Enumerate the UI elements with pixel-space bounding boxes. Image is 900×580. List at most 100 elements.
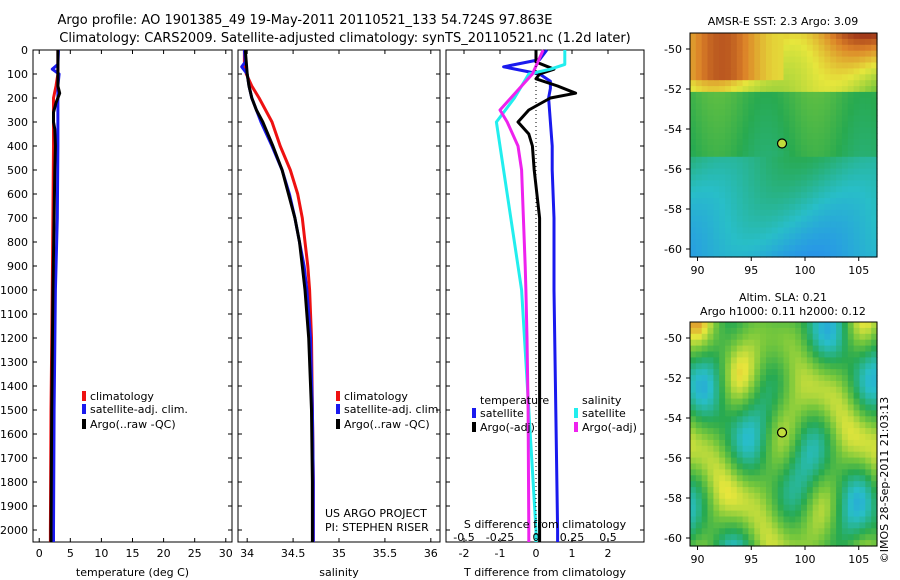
- map-cell: [701, 215, 709, 223]
- map-cell: [748, 168, 755, 176]
- map-cell: [789, 322, 796, 329]
- map-cell: [806, 434, 814, 441]
- map-cell: [713, 103, 720, 111]
- map-cell: [754, 186, 761, 193]
- map-cell: [760, 339, 767, 347]
- map-cell: [713, 428, 720, 435]
- map-cell: [736, 398, 744, 406]
- map-cell: [795, 345, 802, 353]
- map-cell: [801, 233, 808, 240]
- map-cell: [725, 487, 732, 494]
- map-cell: [748, 33, 755, 40]
- map-cell: [871, 121, 878, 128]
- map-cell: [859, 451, 866, 459]
- map-cell: [701, 133, 709, 140]
- map-cell: [730, 127, 738, 134]
- map-cell: [725, 44, 732, 52]
- map-cell: [836, 475, 843, 482]
- map-cell: [701, 363, 709, 370]
- map-cell: [806, 469, 814, 476]
- map-cell: [853, 74, 860, 81]
- map-cell: [865, 150, 872, 158]
- map-cell: [830, 392, 837, 400]
- map-cell: [859, 398, 866, 406]
- map-cell: [707, 516, 714, 523]
- map-cell: [771, 410, 779, 417]
- map-cell: [783, 445, 790, 453]
- map-cell: [701, 180, 709, 187]
- map-cell: [830, 203, 837, 211]
- map-cell: [701, 457, 709, 465]
- map-cell: [824, 44, 831, 52]
- map-cell: [841, 540, 849, 547]
- map-cell: [777, 97, 785, 105]
- map-cell: [766, 62, 773, 69]
- y-tick-label: 1200: [0, 332, 28, 345]
- map-cell: [690, 38, 697, 46]
- map-cell: [777, 209, 785, 217]
- map-cell: [871, 386, 878, 394]
- map-cell: [783, 451, 790, 459]
- x-tick-label: 10: [94, 547, 108, 560]
- map-cell: [736, 469, 744, 476]
- map-cell: [695, 33, 703, 40]
- map-cell: [754, 528, 761, 535]
- map-cell: [789, 233, 796, 240]
- map-cell: [859, 56, 866, 64]
- map-cell: [777, 180, 785, 187]
- map-cell: [754, 198, 761, 205]
- map-cell: [801, 422, 808, 429]
- map-cell: [754, 339, 761, 347]
- map-cell: [713, 68, 720, 75]
- map-cell: [812, 422, 820, 429]
- map-cell: [777, 327, 785, 335]
- salinity-profile: 34 34.5 35 35.5 36salinityclimatologysatelli…: [237, 49, 442, 579]
- series-line-blue: [502, 49, 560, 542]
- map-cell: [824, 392, 831, 400]
- map-cell: [742, 221, 749, 229]
- map-cell: [707, 428, 714, 435]
- map-cell: [701, 492, 709, 500]
- map-cell: [690, 451, 697, 459]
- map-cell: [812, 80, 820, 87]
- map-cell: [865, 422, 872, 429]
- x-axis-label: T difference from climatology: [463, 566, 626, 579]
- map-cell: [836, 227, 843, 234]
- map-cell: [853, 487, 860, 494]
- map-cell: [824, 380, 831, 388]
- map-cell: [847, 209, 855, 217]
- map-cell: [812, 439, 820, 447]
- map-cell: [766, 357, 773, 364]
- map-cell: [748, 251, 755, 258]
- map-cell: [760, 180, 767, 187]
- map-cell: [771, 540, 779, 547]
- map-cell: [730, 392, 738, 400]
- map-cell: [690, 68, 697, 75]
- map-cell: [771, 133, 779, 140]
- map-cell: [801, 162, 808, 170]
- map-cell: [754, 174, 761, 181]
- map-cell: [836, 469, 843, 476]
- map-cell: [736, 109, 744, 117]
- map-cell: [830, 180, 837, 187]
- map-cell: [771, 251, 779, 258]
- map-cell: [812, 457, 820, 465]
- map-cell: [760, 44, 767, 52]
- map-cell: [736, 428, 744, 435]
- map-cell: [836, 233, 843, 240]
- map-cell: [818, 434, 825, 441]
- map-cell: [801, 498, 808, 506]
- map-cell: [806, 174, 814, 181]
- map-cell: [836, 428, 843, 435]
- map-cell: [789, 510, 796, 518]
- map-cell: [830, 398, 837, 406]
- map-cell: [771, 127, 779, 134]
- map-cell: [730, 510, 738, 518]
- map-cell: [777, 475, 785, 482]
- map-cell: [777, 492, 785, 500]
- map-cell: [707, 339, 714, 347]
- map-cell: [795, 528, 802, 535]
- series-line-magenta: [498, 49, 545, 542]
- map-cell: [730, 198, 738, 205]
- map-cell: [690, 416, 697, 423]
